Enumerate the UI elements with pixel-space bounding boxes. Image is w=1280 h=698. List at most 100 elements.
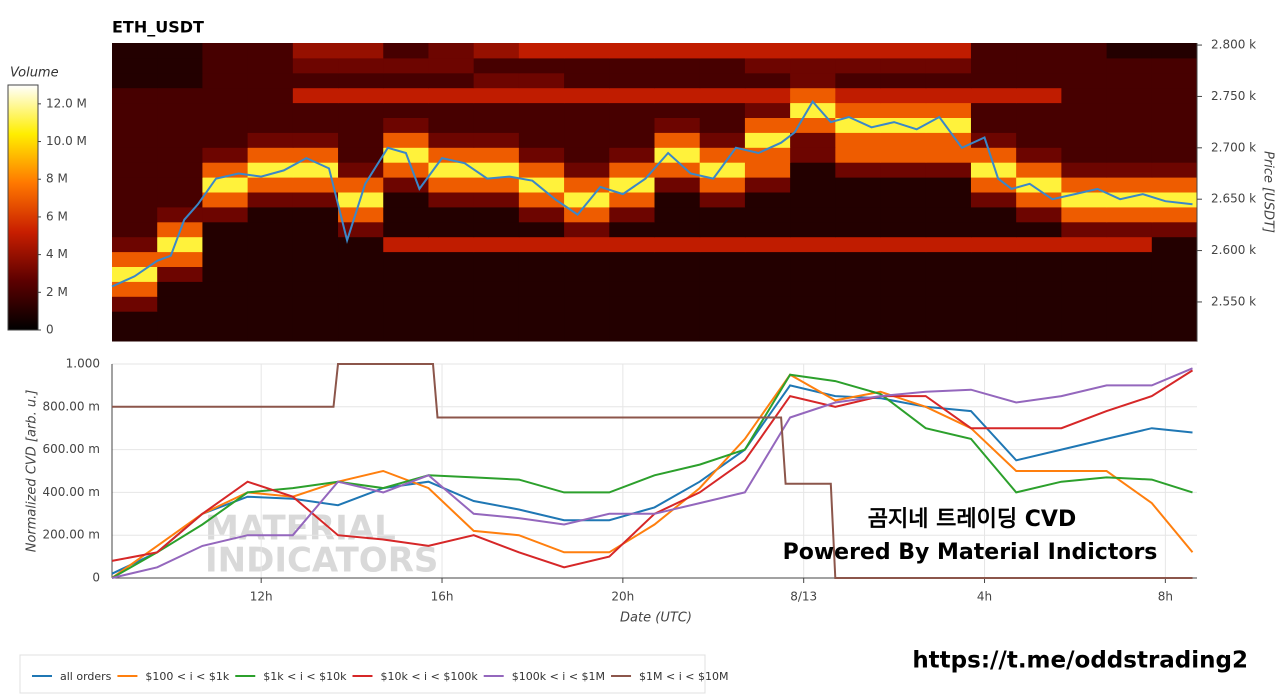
heat-cell	[790, 43, 836, 59]
y-tick-label: 2.750 k	[1211, 89, 1256, 103]
heat-cell	[157, 117, 203, 133]
heat-cell	[609, 57, 655, 74]
heat-cell	[473, 117, 520, 133]
heat-cell	[790, 72, 836, 89]
heat-cell	[202, 192, 249, 208]
heat-cell	[1061, 87, 1108, 104]
heat-cell	[699, 281, 746, 297]
heat-cell	[428, 236, 475, 253]
heat-cell	[202, 102, 249, 118]
heat-cell	[564, 117, 610, 133]
heat-cell	[338, 206, 384, 223]
heat-cell	[744, 87, 791, 104]
legend-label[interactable]: $10k < i < $100k	[380, 670, 478, 683]
heat-cell	[970, 162, 1017, 178]
heat-cell	[835, 87, 882, 104]
y-tick-label: 400.00 m	[43, 485, 101, 499]
heat-cell	[970, 72, 1017, 89]
heat-cell	[1061, 117, 1108, 133]
heat-cell	[970, 206, 1017, 223]
heat-cell	[157, 281, 203, 297]
heat-cell	[744, 102, 791, 118]
heat-cell	[699, 266, 746, 282]
footer-link[interactable]: https://t.me/oddstrading2	[912, 648, 1248, 674]
heat-cell	[473, 296, 520, 312]
heat-cell	[744, 206, 791, 223]
heat-cell	[699, 236, 746, 253]
heat-cell	[247, 192, 294, 208]
heat-cell	[473, 72, 520, 89]
legend-label[interactable]: $1k < i < $10k	[263, 670, 347, 683]
heat-cell	[970, 266, 1017, 282]
heat-cell	[518, 311, 565, 327]
heat-cell	[473, 326, 520, 342]
heat-cell	[428, 192, 475, 208]
chart-title: ETH_USDT	[112, 18, 204, 37]
heat-cell	[518, 206, 565, 223]
heat-cell	[699, 162, 746, 178]
legend-label[interactable]: all orders	[60, 670, 112, 683]
heat-cell	[247, 251, 294, 267]
heat-cell	[744, 177, 791, 193]
heat-cell	[744, 192, 791, 208]
heat-cell	[564, 311, 610, 327]
heat-cell	[609, 296, 655, 312]
legend-label[interactable]: $100k < i < $1M	[512, 670, 605, 683]
heat-cell	[383, 117, 429, 133]
heat-cell	[247, 296, 294, 312]
heat-cell	[790, 206, 836, 223]
heat-cell	[564, 221, 610, 238]
heat-cell	[247, 87, 294, 104]
heat-cell	[880, 296, 927, 312]
heat-cell	[609, 162, 655, 178]
heat-cell	[790, 132, 836, 148]
heat-cell	[157, 132, 203, 148]
heat-cell	[1151, 206, 1198, 223]
heat-cell	[428, 266, 475, 282]
heat-cell	[1016, 236, 1062, 253]
heat-cell	[609, 117, 655, 133]
heat-cell	[699, 147, 746, 163]
heat-cell	[835, 177, 882, 193]
heat-cell	[564, 87, 610, 104]
y-tick-label: 2.700 k	[1211, 140, 1256, 154]
heat-cell	[1106, 266, 1153, 282]
heat-cell	[428, 43, 475, 59]
heat-cell	[970, 236, 1017, 253]
heat-cell	[564, 326, 610, 342]
heat-cell	[699, 192, 746, 208]
heat-cell	[428, 296, 475, 312]
heat-cell	[1151, 251, 1198, 267]
heat-cell	[1061, 251, 1108, 267]
heat-cell	[202, 57, 249, 74]
heat-cell	[609, 206, 655, 223]
heat-cell	[202, 117, 249, 133]
heat-cell	[202, 281, 249, 297]
heat-cell	[157, 43, 203, 59]
heat-cell	[564, 72, 610, 89]
heat-cell	[609, 192, 655, 208]
heat-cell	[1016, 57, 1062, 74]
heat-cell	[112, 296, 158, 312]
heat-cell	[744, 221, 791, 238]
heat-cell	[654, 102, 701, 118]
heat-cell	[564, 132, 610, 148]
heat-cell	[925, 266, 972, 282]
heat-cell	[699, 311, 746, 327]
heat-cell	[338, 311, 384, 327]
heat-cell	[1061, 296, 1108, 312]
heat-cell	[744, 236, 791, 253]
legend-label[interactable]: $1M < i < $10M	[639, 670, 728, 683]
heat-cell	[609, 221, 655, 238]
heat-cell	[292, 221, 339, 238]
heat-cell	[835, 102, 882, 118]
heat-cell	[925, 236, 972, 253]
y-tick-label: 2.600 k	[1211, 243, 1256, 257]
legend-label[interactable]: $100 < i < $1k	[145, 670, 229, 683]
heat-cell	[925, 117, 972, 133]
heat-cell	[1151, 162, 1198, 178]
heat-cell	[157, 177, 203, 193]
heat-cell	[292, 206, 339, 223]
heat-cell	[1061, 311, 1108, 327]
heat-cell	[654, 192, 701, 208]
